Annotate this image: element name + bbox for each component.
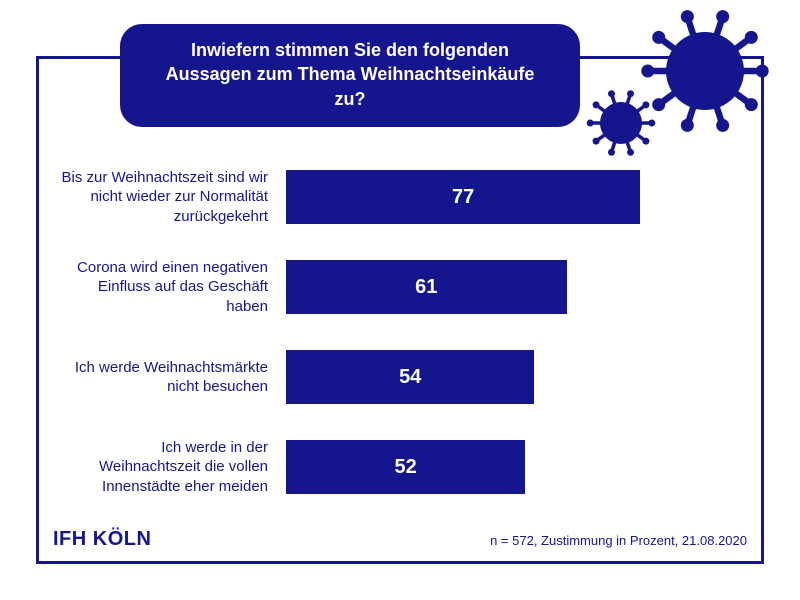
bar-track: 61 — [286, 260, 746, 314]
bar-chart: Bis zur Weihnachtszeit sind wir nicht wi… — [56, 160, 746, 520]
bar-track: 52 — [286, 440, 746, 494]
chart-row: Corona wird einen negativen Einfluss auf… — [56, 250, 746, 324]
chart-row: Bis zur Weihnachtszeit sind wir nicht wi… — [56, 160, 746, 234]
bar-track: 54 — [286, 350, 746, 404]
chart-row: Ich werde Weihnachtsmärkte nicht besuche… — [56, 340, 746, 414]
bar: 52 — [286, 440, 525, 494]
bar: 61 — [286, 260, 567, 314]
bar: 77 — [286, 170, 640, 224]
bar-label: Ich werde Weihnachtsmärkte nicht besuche… — [56, 358, 286, 397]
bar-label: Corona wird einen negativen Einfluss auf… — [56, 258, 286, 317]
bar-label: Ich werde in der Weihnachtszeit die voll… — [56, 438, 286, 497]
chart-caption: n = 572, Zustimmung in Prozent, 21.08.20… — [490, 533, 747, 548]
bar: 54 — [286, 350, 534, 404]
footer: IFH KÖLN n = 572, Zustimmung in Prozent,… — [53, 528, 747, 551]
brand-logo-text: IFH KÖLN — [53, 528, 151, 551]
virus-icon — [586, 88, 656, 158]
bar-track: 77 — [286, 170, 746, 224]
virus-icon — [640, 6, 770, 136]
chart-title: Inwiefern stimmen Sie den folgenden Auss… — [120, 24, 580, 127]
chart-row: Ich werde in der Weihnachtszeit die voll… — [56, 430, 746, 504]
bar-label: Bis zur Weihnachtszeit sind wir nicht wi… — [56, 168, 286, 227]
